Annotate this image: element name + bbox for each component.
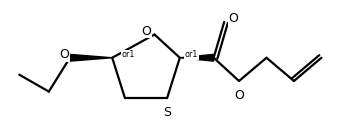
Text: or1: or1 (185, 50, 198, 59)
Text: O: O (59, 48, 69, 61)
Text: S: S (163, 106, 171, 118)
Text: O: O (228, 12, 238, 25)
Polygon shape (70, 54, 112, 61)
Polygon shape (180, 54, 214, 61)
Text: or1: or1 (121, 50, 135, 59)
Text: O: O (234, 89, 244, 102)
Text: O: O (141, 25, 151, 38)
